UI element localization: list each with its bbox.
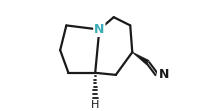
Text: H: H — [91, 100, 99, 110]
Text: N: N — [158, 68, 169, 81]
Text: N: N — [94, 23, 104, 36]
Polygon shape — [132, 52, 149, 65]
